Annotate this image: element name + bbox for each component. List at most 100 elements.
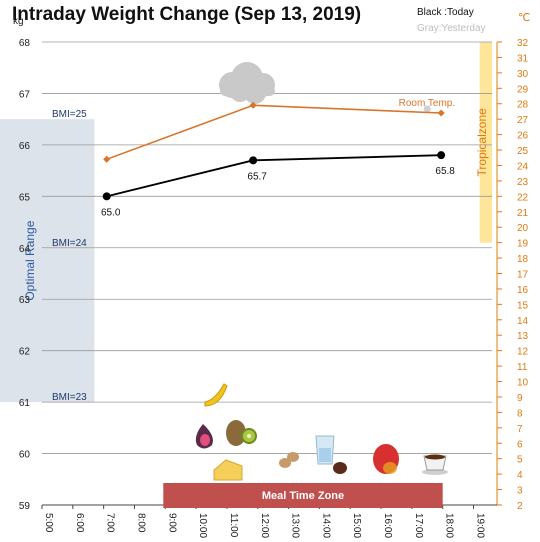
y-right-tick-2: 2 (517, 501, 523, 512)
weight_today-label-1: 65.7 (247, 171, 267, 182)
bmi-label-BMI-25: BMI=25 (52, 109, 87, 120)
tropical-zone-band (479, 42, 492, 243)
chart-title: Intraday Weight Change (Sep 13, 2019) (12, 4, 361, 25)
x-tick-10:00: 10:00 (197, 513, 208, 538)
weight_today-line (106, 154, 442, 198)
y-right-tick-29: 29 (517, 84, 529, 95)
y-right-tick-25: 25 (517, 146, 529, 157)
x-tick-13:00: 13:00 (290, 513, 301, 538)
y-right-tick-11: 11 (517, 362, 528, 373)
y-right-unit: ℃ (518, 12, 530, 24)
y-right-tick-28: 28 (517, 100, 529, 111)
peanut-end-b (287, 452, 299, 462)
y-right-tick-7: 7 (517, 424, 523, 435)
cloud-base (220, 86, 275, 96)
optimal-range-band (0, 119, 95, 403)
bands-layer: Optimal Range Tropicalzone (0, 42, 492, 403)
y-right-tick-5: 5 (517, 455, 523, 466)
y-left-tick-65: 65 (19, 192, 31, 203)
x-tick-18:00: 18:00 (444, 513, 455, 538)
y-right-tick-12: 12 (517, 347, 529, 358)
y-right-tick-8: 8 (517, 408, 523, 419)
y-right-tick-6: 6 (517, 439, 523, 450)
x-tick-9:00: 9:00 (166, 513, 177, 533)
y-right-tick-31: 31 (517, 53, 529, 64)
x-tick-14:00: 14:00 (320, 513, 331, 538)
bmi-label-BMI-24: BMI=24 (52, 238, 87, 249)
tropical-zone-label: Tropicalzone (475, 108, 489, 177)
axes-layer: 5960616263646566676823456789101112131415… (19, 38, 529, 538)
x-tick-5:00: 5:00 (43, 513, 54, 533)
water-glass-icon (315, 435, 335, 465)
y-right-tick-20: 20 (517, 223, 529, 234)
y-right-tick-21: 21 (517, 208, 529, 219)
x-tick-19:00: 19:00 (475, 513, 486, 538)
meal-time-zone-bar (163, 483, 443, 508)
y-right-tick-19: 19 (517, 239, 529, 250)
coffee-cup-icon (422, 454, 448, 475)
y-right-tick-16: 16 (517, 285, 529, 296)
text-layer: Intraday Weight Change (Sep 13, 2019) Bl… (12, 4, 530, 34)
room_temp-series-label: Room Temp. (399, 98, 456, 109)
x-tick-11:00: 11:00 (228, 513, 239, 538)
room_temp-line (106, 104, 442, 161)
kiwi-icon (226, 420, 257, 446)
coffee-liquid (425, 454, 445, 460)
y-left-unit: kg (13, 16, 24, 27)
y-left-tick-64: 64 (19, 244, 31, 255)
glass-water (319, 448, 331, 462)
y-left-tick-63: 63 (19, 295, 31, 306)
cloud-icon (219, 62, 275, 104)
cheese-wedge (213, 459, 243, 481)
y-left-tick-67: 67 (19, 89, 31, 100)
y-right-tick-3: 3 (517, 486, 523, 497)
meal-time-zone-label: Meal Time Zone (262, 490, 344, 502)
x-tick-16:00: 16:00 (382, 513, 393, 538)
y-right-tick-23: 23 (517, 177, 529, 188)
y-left-tick-59: 59 (19, 501, 31, 512)
y-right-tick-10: 10 (517, 378, 529, 389)
y-right-tick-4: 4 (517, 470, 523, 481)
y-right-tick-13: 13 (517, 331, 529, 342)
cheese-icon (213, 459, 243, 481)
y-left-tick-62: 62 (19, 347, 31, 358)
mango-blush (383, 462, 397, 474)
y-right-tick-18: 18 (517, 254, 529, 265)
peanut-end-a (279, 458, 291, 468)
y-right-tick-32: 32 (517, 38, 529, 49)
kiwi-core (247, 434, 251, 438)
y-right-tick-17: 17 (517, 270, 529, 281)
y-left-tick-68: 68 (19, 38, 31, 49)
series-layer: 65.0 65.7 65.8 Room Temp. (101, 98, 455, 218)
y-right-tick-30: 30 (517, 69, 529, 80)
bmi-label-BMI-23: BMI=23 (52, 392, 87, 403)
y-left-tick-60: 60 (19, 450, 31, 461)
room_temp-point-1 (249, 101, 257, 109)
y-right-tick-24: 24 (517, 161, 529, 172)
x-tick-8:00: 8:00 (135, 513, 146, 533)
legend-today: Black :Today (417, 7, 474, 18)
room_temp-point-2 (437, 109, 445, 117)
y-right-tick-26: 26 (517, 131, 529, 142)
peanut-icon (279, 452, 299, 468)
weight_today-point-1 (249, 156, 258, 165)
icons-layer (195, 62, 448, 481)
y-left-tick-66: 66 (19, 141, 31, 152)
weight_today-point-2 (437, 151, 446, 160)
y-right-tick-27: 27 (517, 115, 529, 126)
date-body (333, 462, 347, 474)
banana-icon (204, 383, 228, 407)
x-tick-6:00: 6:00 (74, 513, 85, 533)
y-right-tick-9: 9 (517, 393, 523, 404)
banana-body (204, 383, 228, 407)
x-tick-15:00: 15:00 (351, 513, 362, 538)
grid-layer (42, 41, 492, 506)
room_temp-point-0 (103, 155, 111, 163)
y-right-tick-22: 22 (517, 192, 529, 203)
kiwi-whole (226, 420, 246, 446)
weight_today-label-0: 65.0 (101, 207, 121, 218)
optimal-range-label: Optimal Range (23, 220, 37, 300)
y-right-tick-15: 15 (517, 300, 529, 311)
